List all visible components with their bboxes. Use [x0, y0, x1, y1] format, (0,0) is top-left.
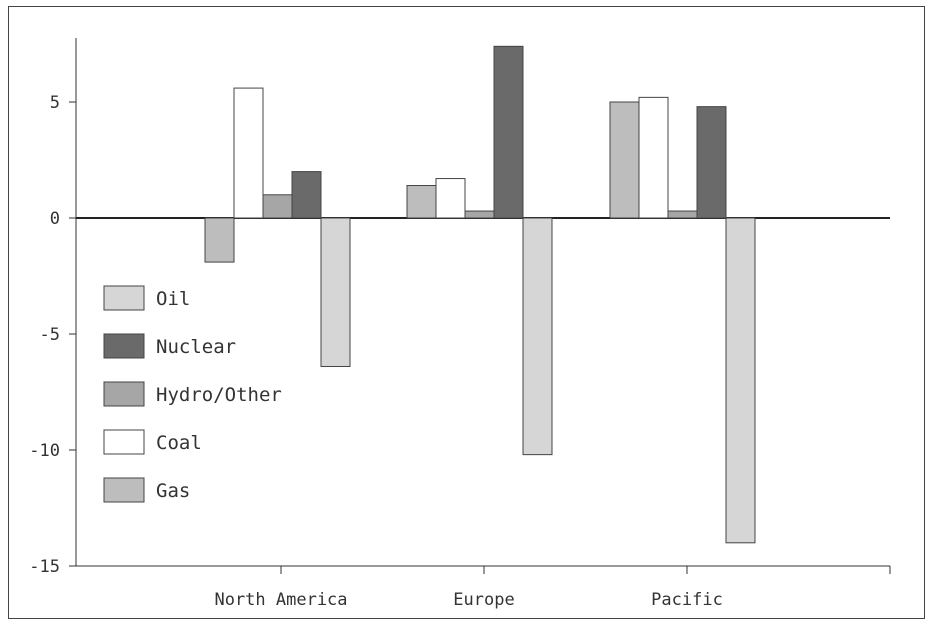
bar-hydro-other-pacific — [667, 210, 698, 219]
y-tick-label: 0 — [50, 209, 60, 229]
x-tick-label: Pacific — [651, 590, 723, 610]
bar-hydro-other-north-america — [262, 194, 293, 219]
legend-swatch-coal — [103, 429, 145, 455]
legend-label: Oil — [156, 288, 190, 310]
bar-gas-europe — [406, 185, 437, 219]
legend-swatch-gas — [103, 477, 145, 503]
legend-label: Coal — [156, 432, 202, 454]
bar-hydro-other-europe — [464, 210, 495, 219]
x-tick-label: Europe — [453, 590, 514, 610]
bar-gas-pacific — [609, 101, 640, 219]
chart-legend: Oil Nuclear Hydro/Other Coal Gas — [103, 285, 282, 503]
bar-nuclear-north-america — [291, 171, 322, 219]
legend-swatch-oil — [103, 285, 145, 311]
chart-bars — [204, 45, 756, 544]
bar-gas-north-america — [204, 217, 235, 263]
chart-axes: 5 0 -5 -10 -15 North America Europe Pacific — [29, 38, 891, 610]
bar-oil-pacific — [725, 217, 756, 544]
bar-coal-north-america — [233, 87, 264, 219]
x-tick-label: North America — [214, 590, 347, 610]
legend-label: Hydro/Other — [156, 384, 282, 406]
chart-frame — [8, 6, 925, 619]
y-tick-label: -5 — [40, 325, 60, 345]
y-tick-label: -10 — [29, 441, 60, 461]
legend-swatch-hydro-other — [103, 381, 145, 407]
bar-oil-north-america — [320, 217, 351, 367]
legend-label: Nuclear — [156, 336, 236, 358]
bar-oil-europe — [522, 217, 553, 456]
y-tick-label: 5 — [50, 93, 60, 113]
bar-nuclear-europe — [493, 45, 524, 219]
y-tick-label: -15 — [29, 557, 60, 577]
legend-swatch-nuclear — [103, 333, 145, 359]
bar-coal-pacific — [638, 96, 669, 219]
bar-nuclear-pacific — [696, 106, 727, 219]
bar-coal-europe — [435, 178, 466, 219]
legend-label: Gas — [156, 480, 190, 502]
